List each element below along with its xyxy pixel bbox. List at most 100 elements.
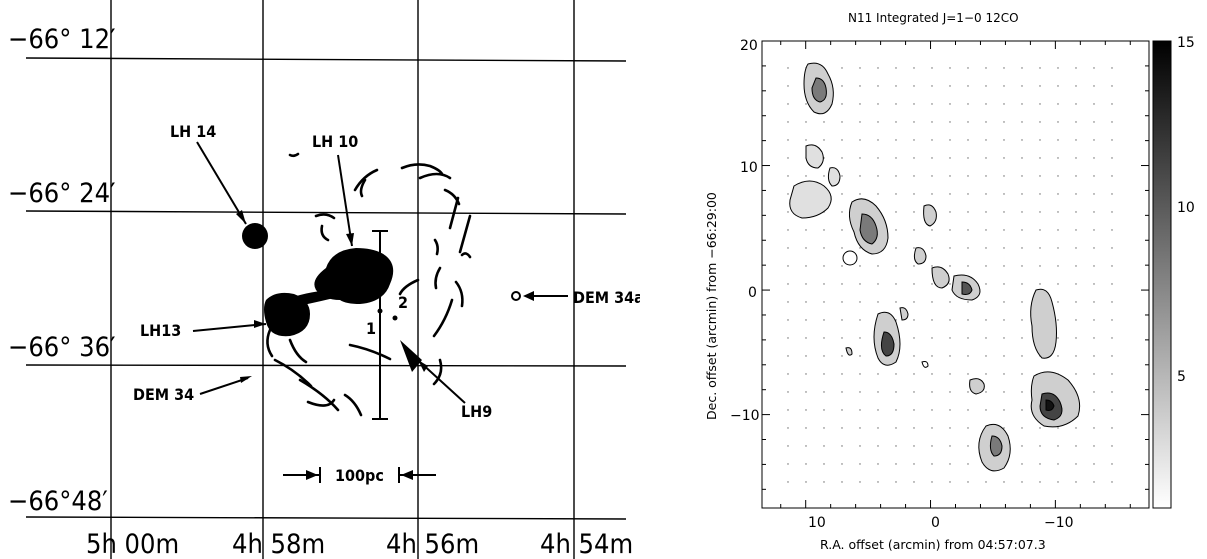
- grid-dot: [895, 85, 897, 87]
- grid-dot: [895, 175, 897, 177]
- grid-dot: [841, 247, 843, 249]
- grid-dot: [931, 247, 933, 249]
- grid-dot: [841, 67, 843, 69]
- grid-dot: [949, 409, 951, 411]
- grid-dot: [949, 283, 951, 285]
- grid-dot: [967, 175, 969, 177]
- grid-dot: [823, 337, 825, 339]
- grid-dot: [895, 427, 897, 429]
- co-intensity-map: N11 Integrated J=1−0 12CO Dec. offset (a…: [704, 11, 1195, 552]
- grid-dot: [1111, 481, 1113, 483]
- grid-dot: [1075, 445, 1077, 447]
- grid-dot: [823, 355, 825, 357]
- grid-dot: [859, 409, 861, 411]
- grid-dot: [1003, 247, 1005, 249]
- grid-dot: [1057, 427, 1059, 429]
- grid-dot: [949, 229, 951, 231]
- grid-dot: [1075, 247, 1077, 249]
- grid-dot: [913, 463, 915, 465]
- scale-arrow-left: [401, 470, 413, 480]
- grid-dot: [931, 391, 933, 393]
- grid-dot: [985, 103, 987, 105]
- grid-dot: [1057, 67, 1059, 69]
- grid-dot: [823, 373, 825, 375]
- grid-dot: [805, 391, 807, 393]
- grid-dot: [949, 139, 951, 141]
- grid-dot: [859, 319, 861, 321]
- grid-dot: [1111, 445, 1113, 447]
- grid-dot: [1093, 103, 1095, 105]
- grid-dot: [949, 211, 951, 213]
- grid-dot: [859, 157, 861, 159]
- grid-dot: [1093, 85, 1095, 87]
- grid-dot: [931, 373, 933, 375]
- grid-dot: [1111, 175, 1113, 177]
- grid-dot: [1003, 409, 1005, 411]
- grid-dot: [877, 103, 879, 105]
- grid-dot: [805, 283, 807, 285]
- grid-dot: [949, 247, 951, 249]
- grid-dot: [1111, 67, 1113, 69]
- grid-dot: [985, 409, 987, 411]
- grid-dot: [931, 139, 933, 141]
- grid-dot: [823, 463, 825, 465]
- co-clouds: [789, 62, 1081, 472]
- grid-dot: [895, 139, 897, 141]
- grid-dot: [949, 103, 951, 105]
- grid-dot: [985, 193, 987, 195]
- dem34a-label: DEM 34a: [573, 288, 640, 307]
- grid-dot: [913, 301, 915, 303]
- grid-dot: [931, 427, 933, 429]
- grid-dot: [1021, 445, 1023, 447]
- grid-dot: [913, 319, 915, 321]
- grid-dot: [967, 211, 969, 213]
- grid-dot: [1003, 121, 1005, 123]
- pointer-lines: [192, 141, 568, 404]
- grid-dot: [1003, 427, 1005, 429]
- grid-dot: [841, 409, 843, 411]
- grid-dot: [1003, 319, 1005, 321]
- arrow-heads: [236, 210, 534, 383]
- ra-label-4: 4h 54m: [540, 529, 633, 559]
- grid-dot: [1003, 103, 1005, 105]
- grid-dot: [1039, 229, 1041, 231]
- grid-dot: [1057, 265, 1059, 267]
- grid-dot: [877, 139, 879, 141]
- x-axis-label: R.A. offset (arcmin) from 04:57:07.3: [820, 537, 1046, 552]
- grid-dot: [1093, 391, 1095, 393]
- lh9-label: LH9: [461, 402, 492, 421]
- lh10-blob: [314, 248, 394, 304]
- grid-dot: [823, 229, 825, 231]
- grid-dot: [913, 85, 915, 87]
- grid-dot: [949, 265, 951, 267]
- axis-ticks: [762, 40, 1149, 508]
- grid-dot: [913, 121, 915, 123]
- grid-dot: [985, 265, 987, 267]
- grid-dot: [1057, 103, 1059, 105]
- grid-dot: [1021, 427, 1023, 429]
- grid-dot: [1021, 193, 1023, 195]
- grid-dot: [1021, 265, 1023, 267]
- grid-dot: [787, 319, 789, 321]
- grid-dot: [805, 121, 807, 123]
- grid-dot: [985, 247, 987, 249]
- grid-dot: [1111, 193, 1113, 195]
- grid-dot: [913, 67, 915, 69]
- grid-dot: [859, 427, 861, 429]
- grid-dot: [823, 139, 825, 141]
- plot-title: N11 Integrated J=1−0 12CO: [848, 11, 1019, 25]
- grid-dot: [931, 301, 933, 303]
- grid-dot: [1003, 139, 1005, 141]
- grid-dot: [1057, 229, 1059, 231]
- grid-dot: [967, 85, 969, 87]
- grid-dot: [877, 463, 879, 465]
- scale-label: 100pc: [335, 466, 384, 485]
- grid-dot: [805, 463, 807, 465]
- open-contour: [842, 250, 858, 266]
- grid-dot: [841, 193, 843, 195]
- grid-dot: [1093, 445, 1095, 447]
- grid-dot: [1039, 247, 1041, 249]
- grid-dot: [949, 121, 951, 123]
- grid-dot: [1093, 427, 1095, 429]
- grid-dot: [1039, 481, 1041, 483]
